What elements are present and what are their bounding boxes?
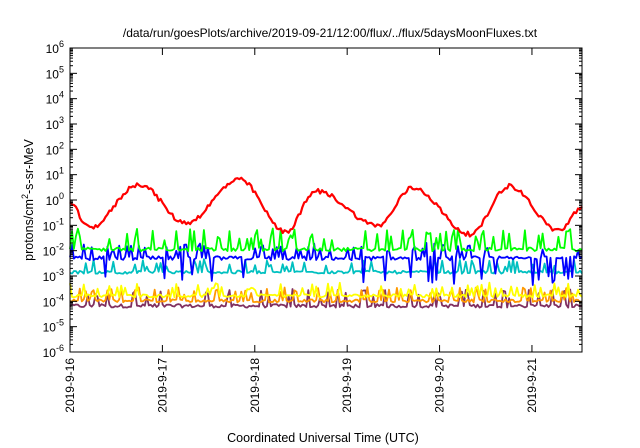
series-layer	[69, 176, 583, 309]
y-tick-label: 101	[46, 166, 64, 183]
y-tick-label: 10-3	[43, 267, 64, 284]
x-tick-label: 2019-9-20	[433, 358, 447, 413]
chart-title: /data/run/goesPlots/archive/2019-09-21/1…	[123, 26, 538, 40]
series-line-ffff00	[69, 281, 583, 299]
y-tick-label: 10-6	[43, 343, 64, 360]
y-tick-label: 106	[46, 39, 64, 56]
series-line-803060	[69, 288, 583, 309]
axes-layer: 10-6 10-5 10-4 10-3 10-2 10-1 100 101 102 103 104 1…	[43, 39, 582, 413]
y-tick-label: 10-4	[43, 292, 64, 309]
x-tick-label: 2019-9-16	[63, 358, 77, 413]
series-line-ff0000	[69, 176, 583, 238]
y-axis-title-pre: protons/cm	[22, 199, 36, 261]
x-tick-label: 2019-9-17	[155, 358, 169, 413]
y-tick-label: 10-2	[43, 242, 64, 259]
y-axis-title-post: -s-sr-MeV	[22, 138, 36, 194]
y-axis-title: protons/cm2-s-sr-MeV	[20, 138, 36, 260]
series-line-0000ff	[69, 241, 583, 286]
y-tick-label: 10-1	[43, 216, 64, 233]
series-line-00c0c0	[69, 257, 583, 275]
y-tick-label: 104	[46, 90, 64, 107]
y-tick-label: 10-5	[43, 318, 64, 335]
x-tick-label: 2019-9-19	[340, 358, 354, 413]
y-axis-title-sup: 2	[20, 194, 30, 199]
y-tick-label: 105	[46, 64, 64, 81]
y-tick-label: 100	[46, 191, 64, 208]
y-tick-label: 102	[46, 140, 64, 157]
series-line-ff9900	[69, 286, 583, 304]
series-line-00ff00	[69, 227, 583, 253]
x-tick-label: 2019-9-21	[525, 358, 539, 413]
plot-frame	[69, 47, 583, 353]
x-axis-title: Coordinated Universal Time (UTC)	[227, 431, 419, 445]
y-tick-label: 103	[46, 115, 64, 132]
x-tick-label: 2019-9-18	[248, 358, 262, 413]
